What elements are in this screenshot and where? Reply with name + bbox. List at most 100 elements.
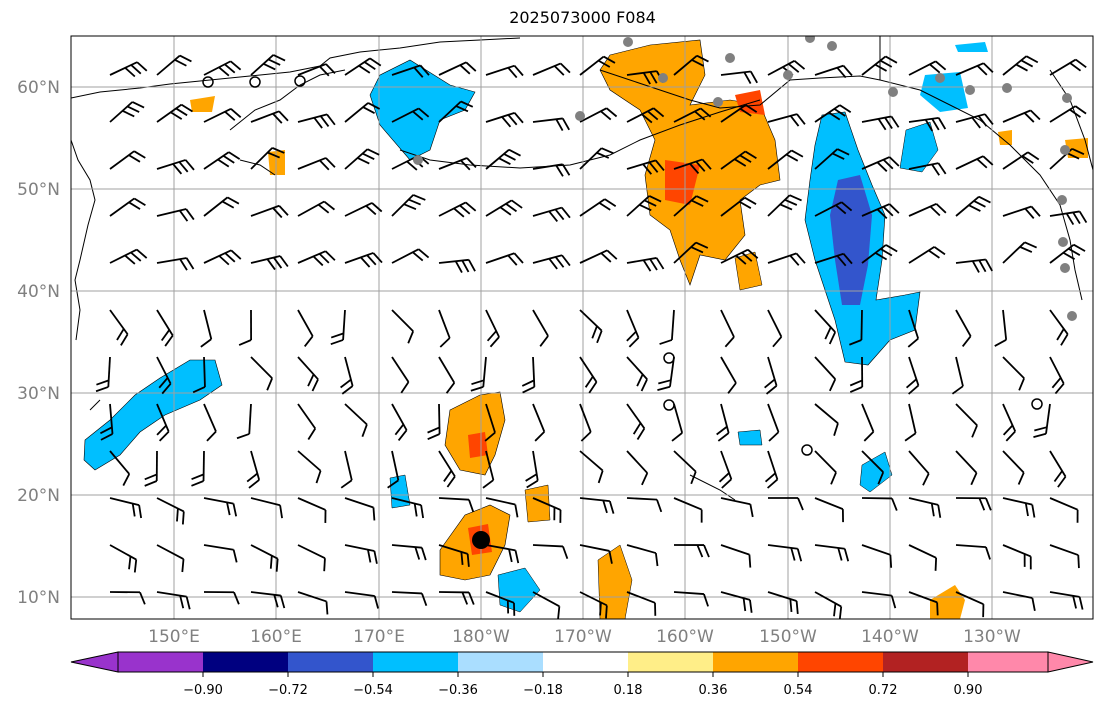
wind-barb <box>250 591 286 609</box>
wind-barb <box>861 544 893 568</box>
wind-barb <box>344 57 382 76</box>
station-marker-open <box>294 75 306 87</box>
wind-barb <box>720 104 758 123</box>
wind-barb <box>908 116 947 132</box>
wind-barb <box>109 450 131 486</box>
wind-barb <box>1002 403 1017 442</box>
wind-barb <box>767 591 799 615</box>
colorbar-segment <box>288 652 373 672</box>
wind-barb <box>297 403 317 441</box>
wind-barb <box>485 497 519 518</box>
wind-barb <box>673 54 709 76</box>
wind-barb <box>297 591 329 615</box>
wind-barb <box>203 591 240 605</box>
wind-barb <box>861 203 900 220</box>
wind-barb <box>1002 450 1025 485</box>
cyclone-center-marker <box>472 531 490 549</box>
wind-barb <box>144 450 158 487</box>
wind-barb <box>908 203 947 217</box>
wind-barb <box>861 115 900 131</box>
wind-barb <box>955 450 978 486</box>
wind-barb <box>250 356 273 391</box>
colorbar-segment <box>118 652 203 672</box>
wind-barb <box>532 497 562 523</box>
wind-barb <box>532 309 549 347</box>
wind-barb <box>767 544 803 562</box>
wind-barb <box>626 591 657 616</box>
wind-barb <box>814 497 844 523</box>
wind-barb <box>1049 58 1087 76</box>
wind-barb <box>485 544 520 564</box>
colorbar-segment <box>628 652 713 672</box>
colorbar-segment <box>713 652 798 672</box>
wind-barb <box>955 258 993 273</box>
wind-barb <box>109 150 146 170</box>
wind-barb <box>156 54 192 76</box>
wind-barb <box>673 591 709 607</box>
wind-barb <box>438 258 476 274</box>
wind-barb <box>908 497 942 518</box>
station-marker <box>1060 263 1070 273</box>
wind-barb <box>438 544 470 567</box>
wind-barb <box>297 200 336 217</box>
station-marker-open <box>663 399 675 411</box>
wind-barb <box>109 309 129 346</box>
wind-barb <box>532 403 546 442</box>
wind-barb <box>720 497 754 518</box>
station-marker-open <box>801 444 813 456</box>
wind-barb <box>250 54 286 76</box>
wind-barb <box>716 403 730 442</box>
station-marker <box>1058 237 1068 247</box>
wind-barb <box>1049 105 1087 123</box>
wind-barb <box>1033 403 1051 438</box>
wind-barb <box>814 64 853 79</box>
wind-barb <box>626 257 665 272</box>
wind-barb <box>203 196 240 217</box>
wind-barb <box>767 497 804 511</box>
wind-barb <box>203 151 241 170</box>
wind-barb <box>427 403 441 441</box>
wind-barb <box>109 197 146 217</box>
wind-barb <box>814 309 837 345</box>
wind-barb <box>720 591 753 613</box>
wind-barb <box>344 102 381 123</box>
wind-barb <box>438 591 475 605</box>
wind-barb <box>438 309 451 348</box>
wind-barb <box>484 403 496 442</box>
map-background <box>71 36 1093 619</box>
wind-barb <box>1049 210 1088 226</box>
colorbar-tick-label: 0.54 <box>784 683 813 698</box>
wind-barb <box>532 544 569 559</box>
lon-label: 130°W <box>963 627 1021 647</box>
wind-barb <box>861 591 897 609</box>
wind-barb <box>109 101 145 123</box>
lat-label: 10°N <box>17 588 60 608</box>
wind-barb <box>720 309 735 348</box>
wind-barb <box>657 356 675 391</box>
wind-barb <box>344 497 376 521</box>
wind-barb <box>673 107 712 123</box>
lon-label: 150°W <box>759 627 817 647</box>
wind-barb <box>908 162 947 176</box>
wind-barb <box>908 450 930 486</box>
wind-barb <box>156 591 191 610</box>
wind-barb <box>861 450 885 485</box>
lon-label: 140°W <box>861 627 919 647</box>
wind-barb <box>579 107 618 123</box>
wind-barb <box>861 244 898 264</box>
station-marker <box>805 36 815 43</box>
wind-barb <box>250 147 285 170</box>
wind-barb <box>626 195 662 217</box>
wind-barb <box>626 497 663 513</box>
wind-barb <box>579 55 616 76</box>
wind-barb <box>203 403 217 442</box>
wind-barb <box>994 309 1008 347</box>
wind-barb <box>907 309 920 348</box>
colorbar-tick-label: −0.90 <box>183 683 223 698</box>
wind-barb <box>718 450 733 489</box>
wind-barb <box>203 249 242 266</box>
wind-barb <box>344 202 383 217</box>
wind-barb <box>720 70 758 85</box>
wind-barb <box>659 309 675 345</box>
colorbar-tick-label: −0.36 <box>438 683 478 698</box>
